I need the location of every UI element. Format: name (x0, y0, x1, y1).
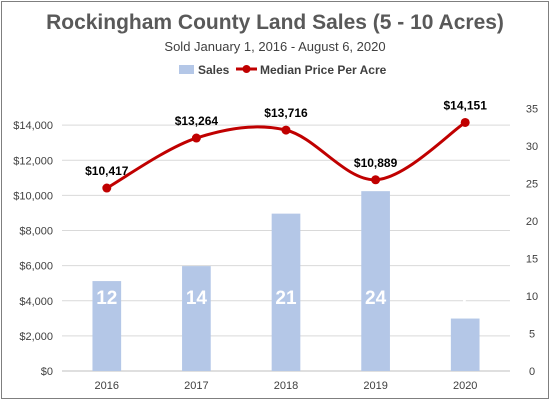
left-axis-tick-label: $8,000 (19, 226, 53, 238)
left-axis-tick-label: $4,000 (19, 296, 53, 308)
legend: Sales Median Price Per Acre (179, 63, 387, 77)
median-price-point-label: $13,264 (175, 114, 219, 128)
sales-bar (92, 281, 122, 371)
chart-subtitle: Sold January 1, 2016 - August 6, 2020 (164, 39, 385, 54)
median-price-point (371, 175, 381, 185)
right-axis-tick-label: 15 (526, 254, 538, 266)
median-price-point-label: $10,417 (85, 164, 129, 178)
sales-bar-label: 7 (460, 288, 471, 309)
median-price-point (102, 183, 112, 193)
legend-marker-median-price (242, 65, 251, 73)
x-axis-tick-label: 2017 (184, 380, 208, 392)
median-price-point (191, 133, 201, 143)
median-price-point-label: $14,151 (444, 98, 488, 112)
median-price-point-label: $10,889 (354, 156, 398, 170)
right-axis: 0 5 10 15 20 25 30 35 (526, 104, 538, 378)
chart-title: Rockingham County Land Sales (5 - 10 Acr… (46, 11, 504, 34)
left-axis-tick-label: $10,000 (13, 190, 53, 202)
right-axis-tick-label: 0 (529, 366, 535, 378)
right-axis-tick-label: 20 (526, 216, 538, 228)
x-axis-tick-label: 2019 (363, 380, 387, 392)
median-price-line-series (102, 117, 470, 193)
x-axis-tick-label: 2016 (95, 380, 119, 392)
sales-bar-label: 12 (96, 288, 117, 309)
sales-bar-label: 24 (365, 288, 387, 309)
median-price-point (460, 117, 470, 127)
median-price-point-label: $13,716 (264, 106, 308, 120)
legend-label-sales: Sales (198, 63, 230, 77)
sales-bar-label: 21 (275, 288, 297, 309)
median-price-labels: $10,417 $13,264 $13,716 $10,889 $14,151 (85, 98, 487, 178)
right-axis-tick-label: 10 (526, 291, 538, 303)
left-axis-tick-label: $6,000 (19, 261, 53, 273)
left-axis-tick-label: $12,000 (13, 155, 53, 167)
left-axis-tick-label: $14,000 (13, 120, 53, 132)
median-price-point (281, 125, 291, 135)
legend-swatch-sales (179, 65, 194, 74)
sales-bars (92, 191, 480, 371)
left-axis: $0 $2,000 $4,000 $6,000 $8,000 $10,000 $12,000… (13, 120, 53, 378)
x-axis: 2016 2017 2018 2019 2020 (95, 380, 478, 392)
sales-bar (271, 213, 301, 371)
right-axis-tick-label: 25 (526, 179, 538, 191)
right-axis-tick-label: 5 (529, 329, 535, 341)
sales-bar (450, 318, 480, 371)
sales-bar (182, 266, 211, 371)
sales-bar-label: 14 (186, 288, 208, 309)
left-axis-tick-label: $0 (41, 366, 53, 378)
left-axis-tick-label: $2,000 (19, 331, 53, 343)
legend-label-median-price: Median Price Per Acre (260, 63, 387, 77)
x-axis-tick-label: 2018 (274, 380, 298, 392)
right-axis-tick-label: 30 (526, 141, 538, 153)
sales-bar (361, 191, 390, 371)
sales-bar-labels: 12 14 21 24 7 (96, 288, 470, 309)
right-axis-tick-label: 35 (526, 104, 538, 116)
x-axis-tick-label: 2020 (453, 380, 477, 392)
